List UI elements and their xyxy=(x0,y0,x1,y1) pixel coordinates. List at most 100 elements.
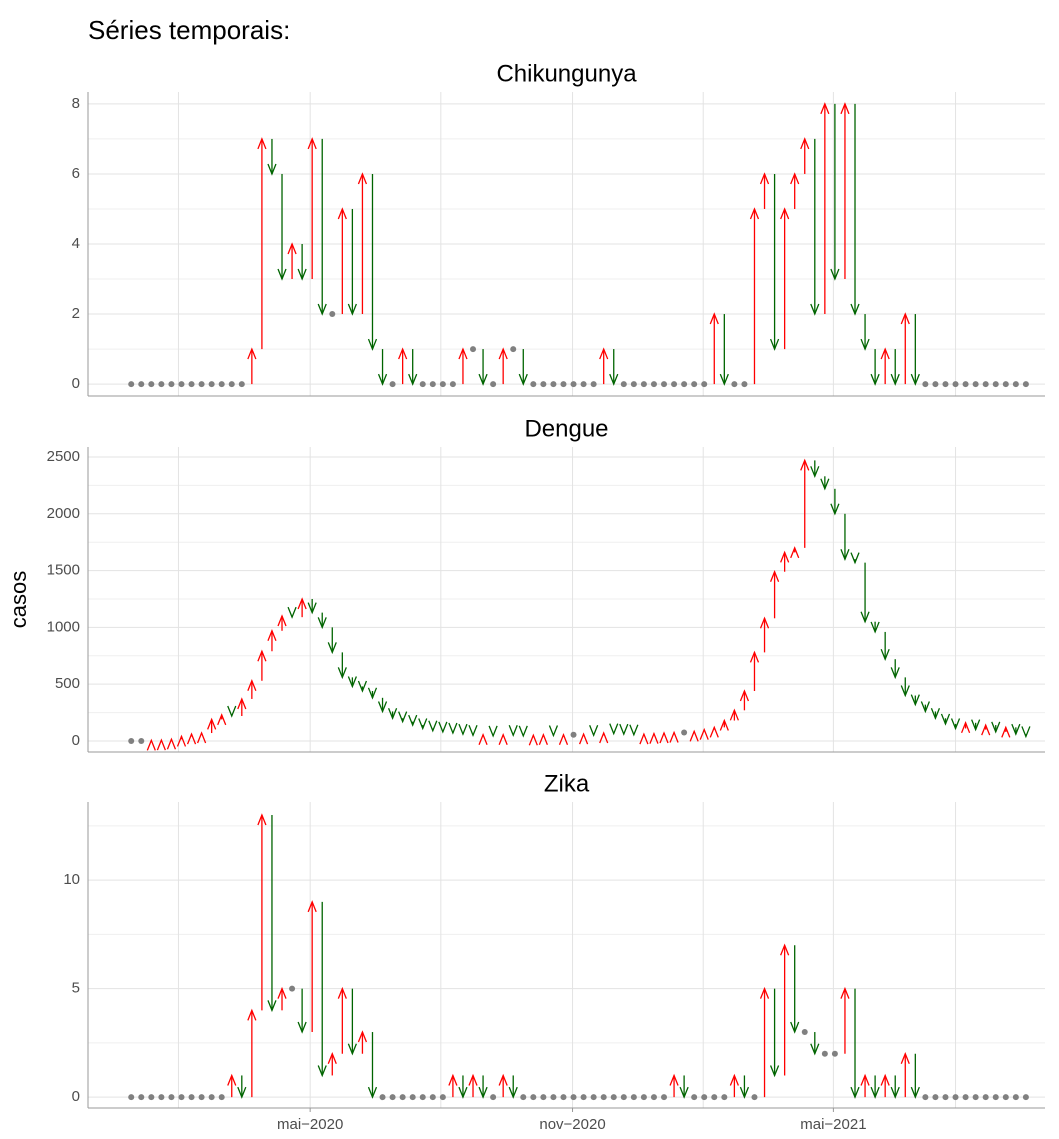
same-point xyxy=(992,1094,999,1101)
same-point xyxy=(741,381,748,388)
same-point xyxy=(198,381,205,388)
same-point xyxy=(640,381,647,388)
up-arrow xyxy=(639,732,649,745)
same-point xyxy=(540,1094,547,1101)
panel-title: Chikungunya xyxy=(496,60,637,87)
arrow-head xyxy=(428,720,438,733)
arrow-head xyxy=(659,731,669,744)
arrow-head xyxy=(840,986,850,999)
arrow-head xyxy=(810,466,820,479)
same-point xyxy=(138,381,145,388)
same-point xyxy=(932,1094,939,1101)
down-arrow xyxy=(619,723,629,736)
up-arrow xyxy=(498,347,508,385)
same-point xyxy=(218,381,225,388)
arrow-head xyxy=(589,725,599,738)
arrow-head xyxy=(800,137,810,150)
down-arrow xyxy=(548,725,559,738)
up-arrow xyxy=(709,312,719,385)
same-point xyxy=(490,381,497,388)
down-arrow xyxy=(850,988,860,1099)
arrow-head xyxy=(387,708,398,721)
arrow-head xyxy=(207,717,217,730)
arrow-head xyxy=(719,718,729,731)
up-arrow xyxy=(820,102,830,315)
same-point xyxy=(942,381,949,388)
down-arrow xyxy=(870,349,880,386)
arrow-head xyxy=(307,602,317,615)
y-tick-label: 6 xyxy=(72,165,80,182)
up-arrow xyxy=(247,679,257,699)
y-tick-label: 8 xyxy=(72,95,80,112)
same-point xyxy=(691,1094,698,1101)
arrow-head xyxy=(599,347,609,360)
same-point xyxy=(620,381,627,388)
arrow-head xyxy=(669,1073,679,1086)
arrow-head xyxy=(719,373,729,386)
same-point xyxy=(962,1094,969,1101)
arrow-head xyxy=(890,373,900,386)
arrow-head xyxy=(508,1086,518,1099)
arrow-head xyxy=(317,617,327,630)
down-arrow xyxy=(267,815,277,1013)
down-arrow xyxy=(1021,726,1031,739)
arrow-head xyxy=(558,732,569,745)
down-arrow xyxy=(478,349,488,386)
y-tick-label: 2 xyxy=(72,305,80,322)
down-arrow xyxy=(679,1075,689,1099)
same-point xyxy=(289,985,296,992)
arrow-head xyxy=(247,679,257,692)
up-arrow xyxy=(780,550,790,572)
up-arrow xyxy=(759,616,770,653)
arrow-head xyxy=(297,268,307,281)
same-point xyxy=(168,381,175,388)
arrow-head xyxy=(699,727,709,740)
arrow-head xyxy=(287,242,297,255)
down-arrow xyxy=(408,714,418,727)
arrow-head xyxy=(317,1065,327,1078)
down-arrow xyxy=(870,1075,880,1099)
arrow-head xyxy=(769,569,780,582)
up-arrow xyxy=(800,137,810,174)
arrow-head xyxy=(227,1073,237,1086)
up-arrow xyxy=(156,738,166,751)
up-arrow xyxy=(558,732,569,745)
down-arrow xyxy=(910,1053,920,1099)
same-point xyxy=(992,381,999,388)
y-axis-label: casos xyxy=(6,571,31,628)
up-arrow xyxy=(719,718,729,731)
x-tick-label: mai−2020 xyxy=(277,1116,343,1133)
arrow-head xyxy=(900,312,910,325)
arrow-head xyxy=(920,701,930,714)
same-point xyxy=(429,381,436,388)
arrow-head xyxy=(971,719,981,732)
same-point xyxy=(520,1094,527,1101)
up-arrow xyxy=(498,732,508,745)
x-tick-label: mai−2021 xyxy=(800,1116,866,1133)
arrow-head xyxy=(377,701,388,714)
down-arrow xyxy=(387,708,398,721)
arrow-head xyxy=(981,723,991,736)
down-arrow xyxy=(930,708,941,721)
arrow-head xyxy=(277,614,287,627)
arrow-head xyxy=(830,268,840,281)
same-point xyxy=(671,381,678,388)
same-point xyxy=(429,1094,436,1101)
y-tick-label: 2000 xyxy=(47,505,80,522)
up-arrow xyxy=(478,732,488,745)
arrow-head xyxy=(709,725,719,738)
arrow-head xyxy=(468,1073,478,1086)
up-arrow xyxy=(749,207,760,385)
down-arrow xyxy=(468,725,478,738)
same-point xyxy=(1022,1094,1029,1101)
arrow-head xyxy=(217,713,227,726)
same-point xyxy=(439,1094,446,1101)
same-point xyxy=(530,1094,537,1101)
arrow-head xyxy=(800,458,810,471)
up-arrow xyxy=(196,731,207,744)
arrow-head xyxy=(317,303,327,316)
down-arrow xyxy=(377,349,388,386)
arrow-head xyxy=(599,731,609,744)
same-point xyxy=(580,381,587,388)
